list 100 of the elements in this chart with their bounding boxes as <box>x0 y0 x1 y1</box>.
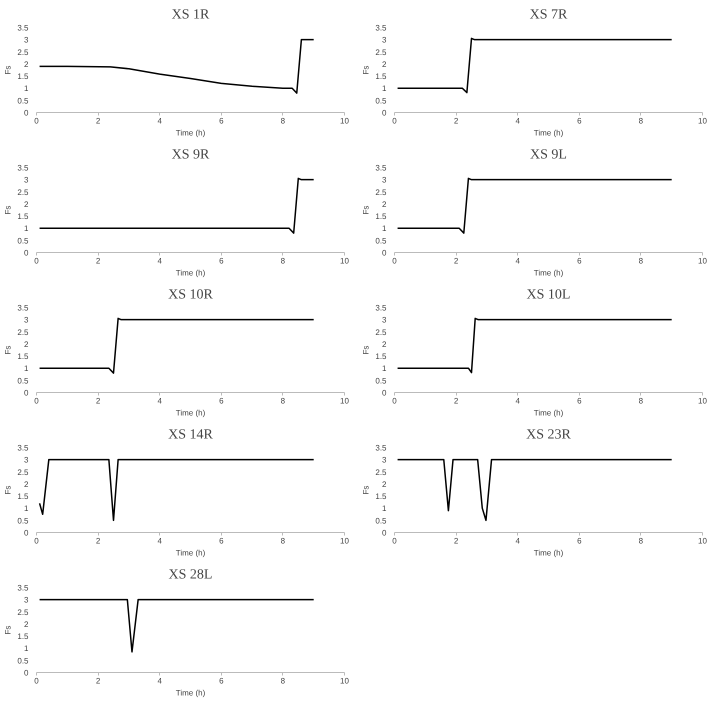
x-tick-label: 4 <box>157 116 162 126</box>
y-tick-label: 3 <box>24 176 30 185</box>
y-tick-label: 1 <box>382 504 388 514</box>
y-tick-label: 2.5 <box>375 48 388 57</box>
y-tick-label: 0.5 <box>375 516 388 526</box>
y-tick-label: 2 <box>382 200 388 209</box>
chart-title: XS 9R <box>172 148 210 162</box>
x-tick-label: 2 <box>96 396 101 406</box>
x-tick-label: 0 <box>34 396 40 406</box>
x-tick-label: 6 <box>577 536 582 546</box>
chart-title: XS 28L <box>168 568 212 582</box>
x-tick-label: 10 <box>698 396 708 406</box>
chart-title: XS 7R <box>530 8 568 22</box>
x-tick-label: 10 <box>340 396 350 406</box>
x-tick-label: 0 <box>392 256 398 266</box>
y-tick-label: 0 <box>382 528 388 538</box>
y-tick-label: 3 <box>382 456 388 465</box>
x-tick-label: 0 <box>34 116 40 126</box>
y-tick-label: 1.5 <box>375 352 388 362</box>
x-tick-label: 2 <box>454 536 459 546</box>
x-axis-title: Time (h) <box>534 548 564 558</box>
y-tick-label: 1 <box>382 364 388 374</box>
x-tick-label: 10 <box>340 256 350 266</box>
x-axis-title: Time (h) <box>534 408 564 418</box>
y-tick-label: 1.5 <box>17 72 30 82</box>
y-tick-label: 3 <box>382 36 388 45</box>
x-tick-label: 0 <box>34 536 40 546</box>
y-tick-label: 0 <box>24 528 30 538</box>
chart-title: XS 1R <box>172 8 210 22</box>
x-tick-label: 0 <box>392 536 398 546</box>
y-axis-title: Fs <box>3 346 12 354</box>
x-tick-label: 0 <box>34 256 40 266</box>
x-tick-label: 0 <box>34 676 40 686</box>
y-tick-label: 3.5 <box>17 584 30 592</box>
x-tick-label: 10 <box>340 536 350 546</box>
y-tick-label: 0 <box>24 248 30 258</box>
chart-title: XS 10L <box>526 288 570 302</box>
y-tick-label: 1 <box>24 84 30 94</box>
y-tick-label: 1.5 <box>17 352 30 362</box>
x-tick-label: 2 <box>96 116 101 126</box>
y-tick-label: 2 <box>382 60 388 69</box>
y-tick-label: 0.5 <box>375 236 388 246</box>
y-axis-title: Fs <box>3 626 12 634</box>
x-axis-title: Time (h) <box>534 268 564 278</box>
y-tick-label: 0 <box>382 248 388 258</box>
x-tick-label: 4 <box>515 396 520 406</box>
x-axis-title: Time (h) <box>176 408 206 418</box>
chart-title: XS 10R <box>168 288 214 302</box>
x-tick-label: 4 <box>515 256 520 266</box>
y-tick-label: 2 <box>382 340 388 349</box>
y-tick-label: 3.5 <box>375 304 388 312</box>
y-tick-label: 0 <box>382 108 388 118</box>
y-tick-label: 0 <box>24 668 30 678</box>
y-tick-label: 0.5 <box>17 656 30 666</box>
x-tick-label: 2 <box>454 256 459 266</box>
y-tick-label: 1 <box>24 504 30 514</box>
y-tick-label: 0 <box>24 108 30 118</box>
y-axis-title: Fs <box>3 486 12 494</box>
y-axis-title: Fs <box>361 66 370 74</box>
y-tick-label: 2 <box>24 200 30 209</box>
y-tick-label: 1 <box>382 224 388 234</box>
chart-title: XS 23R <box>526 428 572 442</box>
y-axis-title: Fs <box>361 346 370 354</box>
y-tick-label: 3.5 <box>375 444 388 452</box>
x-tick-label: 2 <box>96 536 101 546</box>
y-tick-label: 1.5 <box>375 212 388 222</box>
x-tick-label: 4 <box>515 536 520 546</box>
x-tick-label: 10 <box>698 536 708 546</box>
y-tick-label: 0 <box>24 388 30 398</box>
x-tick-label: 2 <box>454 396 459 406</box>
y-tick-label: 2.5 <box>17 608 30 617</box>
y-axis-title: Fs <box>361 486 370 494</box>
x-tick-label: 10 <box>340 116 350 126</box>
y-tick-label: 1 <box>24 644 30 654</box>
chart-title: XS 14R <box>168 428 214 442</box>
y-tick-label: 2.5 <box>375 188 388 197</box>
x-tick-label: 6 <box>219 116 224 126</box>
x-tick-label: 8 <box>280 256 286 266</box>
y-tick-label: 0.5 <box>17 96 30 106</box>
x-tick-label: 2 <box>454 116 459 126</box>
y-tick-label: 0.5 <box>17 236 30 246</box>
y-tick-label: 3.5 <box>375 24 388 32</box>
x-tick-label: 8 <box>638 256 644 266</box>
x-axis-title: Time (h) <box>176 128 206 138</box>
x-tick-label: 2 <box>96 676 101 686</box>
y-tick-label: 1 <box>24 224 30 234</box>
x-axis-title: Time (h) <box>176 688 206 698</box>
y-tick-label: 1.5 <box>375 492 388 502</box>
y-tick-label: 3.5 <box>17 304 30 312</box>
y-axis-title: Fs <box>3 66 12 74</box>
y-tick-label: 2.5 <box>17 188 30 197</box>
x-tick-label: 0 <box>392 116 398 126</box>
x-tick-label: 8 <box>638 536 644 546</box>
y-tick-label: 1 <box>382 84 388 94</box>
y-tick-label: 0.5 <box>375 376 388 386</box>
x-tick-label: 6 <box>219 536 224 546</box>
x-tick-label: 4 <box>157 676 162 686</box>
y-tick-label: 2 <box>24 480 30 489</box>
y-axis-title: Fs <box>3 206 12 214</box>
y-tick-label: 1.5 <box>17 212 30 222</box>
